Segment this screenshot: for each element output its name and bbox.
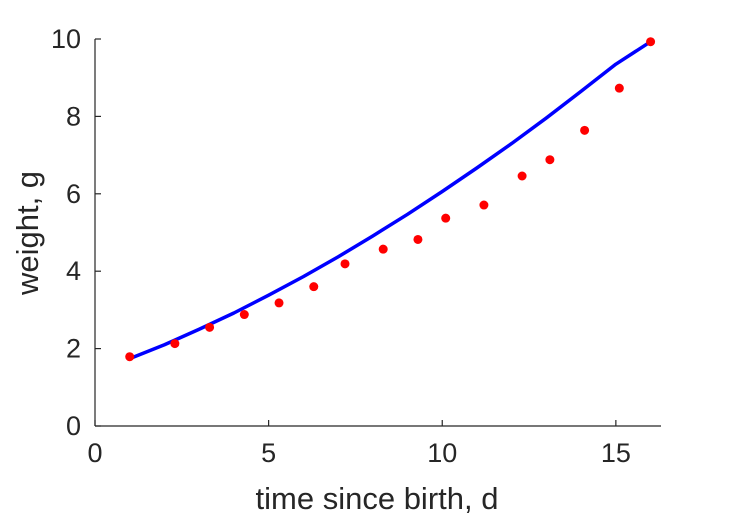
data-point xyxy=(479,200,489,210)
x-tick-label: 15 xyxy=(601,438,631,468)
data-point xyxy=(378,244,388,254)
data-point xyxy=(580,125,590,135)
y-tick-label: 10 xyxy=(51,24,81,54)
data-point xyxy=(646,37,656,47)
data-point xyxy=(517,171,527,181)
fit-line-series xyxy=(127,39,653,361)
y-tick-label: 8 xyxy=(66,101,81,131)
x-axis-label: time since birth, d xyxy=(256,481,499,516)
data-point xyxy=(125,352,135,362)
data-point xyxy=(170,339,180,349)
x-tick-label: 5 xyxy=(261,438,276,468)
data-point xyxy=(614,83,624,93)
fit-line xyxy=(127,39,653,361)
y-tick-label: 2 xyxy=(66,334,81,364)
scatter-series xyxy=(125,37,656,362)
data-point xyxy=(545,155,555,165)
data-point xyxy=(205,322,215,332)
data-point xyxy=(274,298,284,308)
data-point xyxy=(340,259,350,269)
y-axis: 0 2 4 6 8 10 xyxy=(51,24,101,441)
y-tick-label: 6 xyxy=(66,179,81,209)
y-axis-label: weight, g xyxy=(10,171,45,296)
data-point xyxy=(441,213,451,223)
y-tick-label: 4 xyxy=(66,256,81,286)
x-tick-label: 10 xyxy=(427,438,457,468)
data-point xyxy=(239,310,249,320)
data-point xyxy=(413,234,423,244)
data-point xyxy=(309,282,319,292)
x-axis: 0 5 10 15 xyxy=(87,420,661,468)
y-tick-label: 0 xyxy=(66,411,81,441)
x-tick-label: 0 xyxy=(87,438,102,468)
